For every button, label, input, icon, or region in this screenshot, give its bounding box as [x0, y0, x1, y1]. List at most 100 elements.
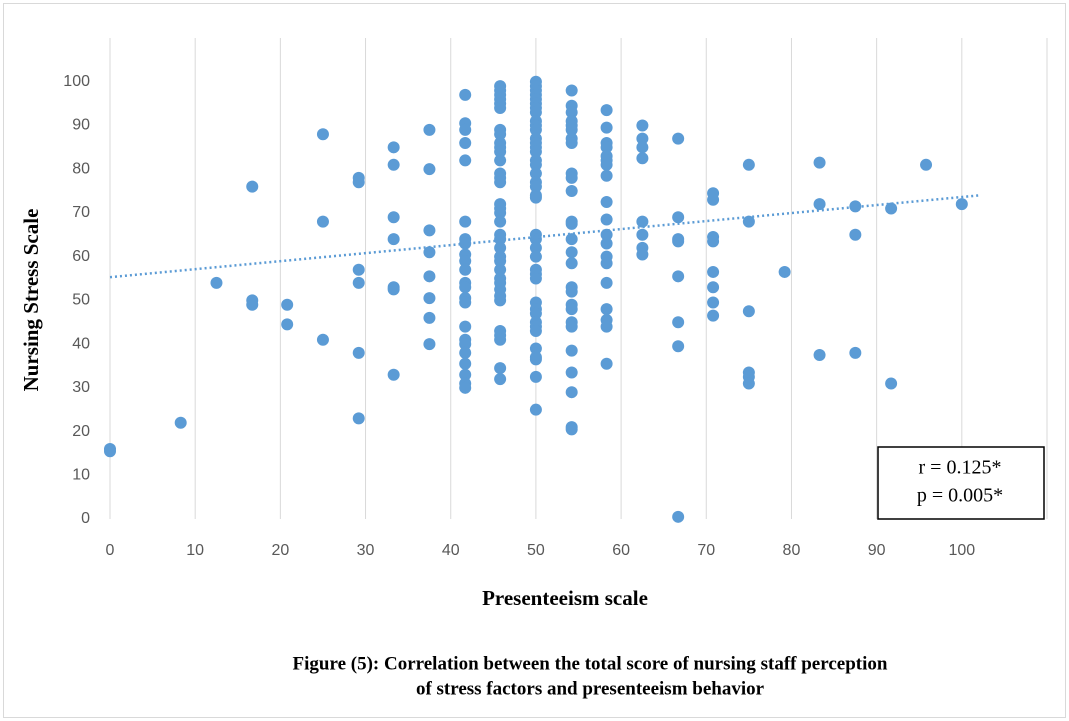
point: [459, 255, 472, 268]
point: [707, 265, 720, 278]
point: [885, 377, 898, 390]
y-tick-label: 80: [72, 160, 90, 177]
x-tick-label: 80: [783, 542, 801, 559]
point: [742, 215, 755, 228]
point: [672, 132, 685, 145]
point: [849, 346, 862, 359]
point: [459, 296, 472, 309]
point: [600, 303, 613, 316]
point: [742, 377, 755, 390]
marks: [104, 75, 979, 523]
point: [636, 228, 649, 241]
point: [565, 106, 578, 119]
point: [494, 263, 507, 276]
point: [600, 141, 613, 154]
y-tick-label: 90: [72, 117, 90, 134]
point: [636, 215, 649, 228]
y-tick-label: 0: [81, 510, 90, 527]
point: [672, 316, 685, 329]
point: [423, 123, 436, 136]
point: [352, 346, 365, 359]
point: [174, 416, 187, 429]
point: [459, 123, 472, 136]
point: [387, 368, 400, 381]
point: [672, 211, 685, 224]
point: [600, 169, 613, 182]
point: [423, 292, 436, 305]
point: [636, 132, 649, 145]
point: [494, 362, 507, 375]
point: [494, 373, 507, 386]
point: [813, 198, 826, 211]
point: [955, 198, 968, 211]
y-tick-label: 40: [72, 335, 90, 352]
x-tick-label: 100: [948, 542, 975, 559]
point: [565, 303, 578, 316]
point: [813, 349, 826, 362]
point: [459, 338, 472, 351]
x-tick-label: 50: [527, 542, 545, 559]
point: [246, 180, 259, 193]
annotation: p = 0.005*: [917, 485, 1003, 507]
point: [636, 141, 649, 154]
point: [529, 250, 542, 263]
point: [600, 357, 613, 370]
point: [636, 119, 649, 132]
point: [459, 263, 472, 276]
point: [636, 152, 649, 165]
point: [636, 248, 649, 261]
point: [459, 346, 472, 359]
point: [565, 246, 578, 259]
point: [529, 403, 542, 416]
point: [494, 233, 507, 246]
point: [920, 158, 933, 171]
x-tick-label: 0: [106, 542, 115, 559]
point: [352, 276, 365, 289]
point: [459, 281, 472, 294]
point: [885, 202, 898, 215]
point: [565, 344, 578, 357]
point: [494, 154, 507, 167]
point: [565, 320, 578, 333]
point: [600, 195, 613, 208]
point: [423, 246, 436, 259]
point: [529, 180, 542, 193]
point: [459, 320, 472, 333]
point: [672, 235, 685, 248]
annotation: r = 0.125*: [919, 457, 1002, 479]
point: [600, 121, 613, 134]
point: [849, 228, 862, 241]
y-tick-label: 60: [72, 248, 90, 265]
grid: 0 10 20 30 40 50 60 70 80 90 100 0 10 20 30 40 50 60 70 80 9…: [63, 38, 1048, 559]
point: [494, 215, 507, 228]
point: [529, 123, 542, 136]
point: [423, 270, 436, 283]
point: [494, 241, 507, 254]
point: [565, 423, 578, 436]
point: [529, 370, 542, 383]
point: [707, 193, 720, 206]
point: [281, 318, 294, 331]
point: [600, 237, 613, 250]
y-tick-label: 50: [72, 292, 90, 309]
point: [316, 128, 329, 141]
point: [707, 235, 720, 248]
point: [494, 176, 507, 189]
x-tick-label: 10: [186, 542, 204, 559]
point: [387, 283, 400, 296]
point: [459, 381, 472, 394]
trendline: [109, 194, 979, 279]
point: [459, 368, 472, 381]
x-axis-title: Presenteeism scale: [482, 586, 648, 610]
point: [387, 158, 400, 171]
point: [387, 141, 400, 154]
point: [600, 257, 613, 270]
y-tick-label: 100: [63, 73, 90, 90]
point: [316, 333, 329, 346]
point: [707, 309, 720, 322]
point: [813, 156, 826, 169]
point: [352, 263, 365, 276]
point: [529, 353, 542, 366]
point: [387, 233, 400, 246]
